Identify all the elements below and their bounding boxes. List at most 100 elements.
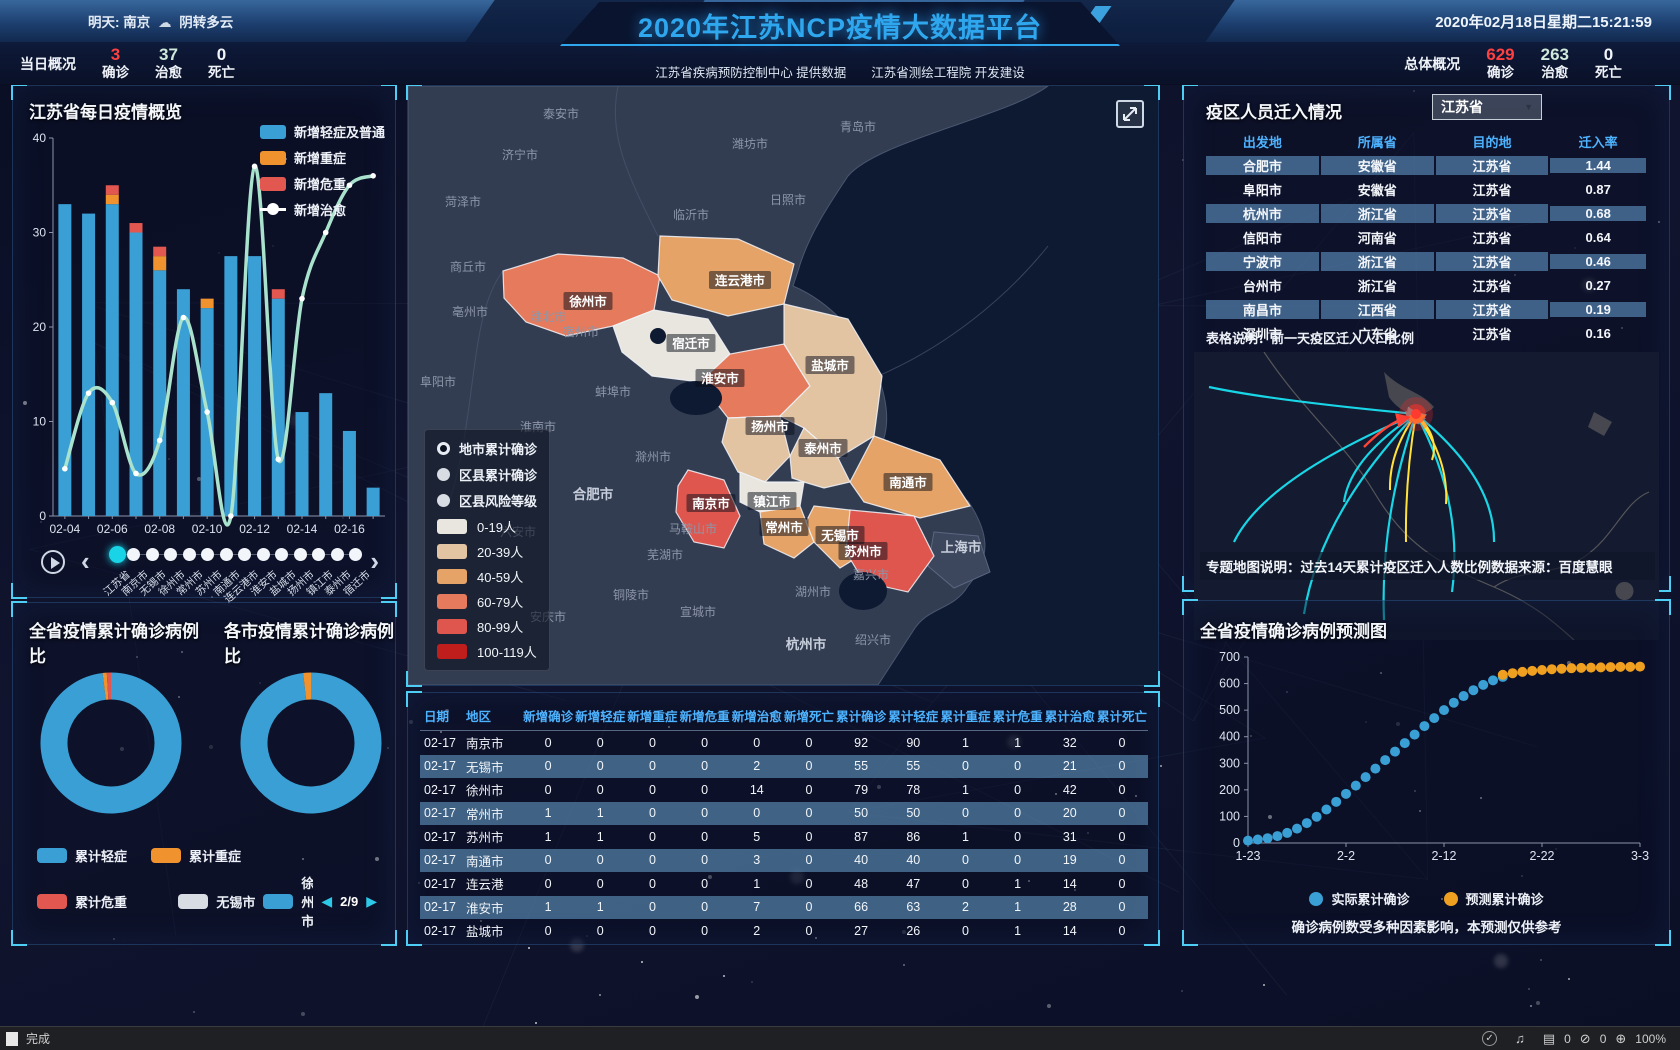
- table-row[interactable]: 02-17 常州市 1 1 0 0 0 0 50 50 0 0 20 0: [420, 801, 1148, 825]
- line-point[interactable]: [156, 437, 163, 444]
- prediction-point[interactable]: [1615, 661, 1626, 672]
- column-header[interactable]: 目的地: [1472, 135, 1512, 150]
- scrub-dot-南京市[interactable]: [127, 548, 141, 561]
- prediction-point[interactable]: [1321, 804, 1332, 815]
- column-header[interactable]: 新增轻症: [575, 710, 626, 724]
- bar-segment[interactable]: [319, 393, 333, 516]
- page-prev-icon[interactable]: ◀: [321, 893, 333, 909]
- prediction-point[interactable]: [1537, 665, 1547, 676]
- prediction-point[interactable]: [1595, 662, 1606, 673]
- map-city-label[interactable]: 常州市: [765, 520, 803, 535]
- prediction-point[interactable]: [1458, 691, 1469, 702]
- column-header[interactable]: 所属省: [1357, 135, 1397, 150]
- column-header[interactable]: 新增治愈: [731, 710, 782, 724]
- map-legend-radio-地市累计确诊[interactable]: 地市累计确诊: [437, 439, 537, 458]
- bar-segment[interactable]: [153, 256, 167, 271]
- prediction-point[interactable]: [1282, 827, 1293, 838]
- line-point[interactable]: [322, 229, 329, 236]
- migration-row[interactable]: 杭州市 浙江省 江苏省 0.68: [1206, 202, 1646, 225]
- scrub-dot-淮安市[interactable]: [256, 548, 270, 561]
- signal-icon[interactable]: ⊘: [1579, 1030, 1591, 1046]
- prediction-point[interactable]: [1586, 662, 1596, 673]
- bar-segment[interactable]: [366, 487, 380, 516]
- prediction-point[interactable]: [1390, 746, 1400, 757]
- bar-segment[interactable]: [129, 232, 143, 517]
- line-point[interactable]: [180, 314, 187, 321]
- table-row[interactable]: 02-17 连云港 0 0 0 0 1 0 48 47 0 1 14 0: [420, 872, 1148, 896]
- scrub-dot-无锡市[interactable]: [145, 548, 159, 561]
- bar-segment[interactable]: [295, 412, 309, 516]
- map-legend-radio-区县风险等级[interactable]: 区县风险等级: [437, 491, 537, 510]
- donut-slice[interactable]: [240, 672, 382, 814]
- scrub-dot-盐城市[interactable]: [275, 548, 289, 561]
- expand-icon[interactable]: [1116, 100, 1144, 128]
- column-header[interactable]: 累计危重: [992, 710, 1043, 724]
- prediction-point[interactable]: [1497, 669, 1508, 680]
- scrub-dot-苏州市[interactable]: [201, 548, 215, 561]
- migration-row[interactable]: 信阳市 河南省 江苏省 0.64: [1206, 226, 1646, 249]
- prediction-point[interactable]: [1409, 729, 1420, 740]
- column-header[interactable]: 迁入率: [1578, 135, 1618, 150]
- map-city-label[interactable]: 泰州市: [803, 441, 842, 456]
- prediction-point[interactable]: [1419, 721, 1430, 732]
- bar-segment[interactable]: [342, 430, 356, 516]
- column-header[interactable]: 累计重症: [940, 710, 991, 724]
- prediction-point[interactable]: [1301, 818, 1312, 829]
- table-row[interactable]: 02-17 南通市 0 0 0 0 3 0 40 40 0 0 19 0: [420, 848, 1148, 872]
- prediction-point[interactable]: [1331, 796, 1342, 807]
- prediction-point[interactable]: [1292, 823, 1302, 834]
- column-header[interactable]: 新增确诊: [523, 710, 574, 724]
- bar-segment[interactable]: [176, 289, 190, 516]
- column-header[interactable]: 累计死亡: [1096, 710, 1147, 724]
- province-select[interactable]: 江苏省 ▼: [1432, 94, 1542, 120]
- line-point[interactable]: [370, 173, 376, 179]
- migration-row[interactable]: 台州市 浙江省 江苏省 0.27: [1206, 274, 1646, 297]
- prediction-point[interactable]: [1439, 705, 1449, 716]
- table-row[interactable]: 02-17 南京市 0 0 0 0 0 0 92 90 1 1 32 0: [420, 731, 1148, 755]
- line-point[interactable]: [62, 465, 68, 472]
- prediction-point[interactable]: [1635, 661, 1645, 672]
- column-header[interactable]: 出发地: [1242, 135, 1282, 150]
- scrub-prev-icon[interactable]: ‹: [81, 546, 90, 576]
- prediction-point[interactable]: [1370, 763, 1381, 774]
- table-row[interactable]: 02-17 苏州市 1 1 0 0 5 0 87 86 1 0 31 0: [420, 825, 1148, 849]
- bar-segment[interactable]: [153, 246, 167, 257]
- prediction-point[interactable]: [1399, 738, 1410, 749]
- line-point[interactable]: [109, 399, 116, 406]
- prediction-point[interactable]: [1556, 663, 1567, 674]
- prediction-point[interactable]: [1478, 679, 1489, 690]
- line-point[interactable]: [275, 456, 282, 463]
- line-point[interactable]: [204, 409, 210, 415]
- line-point[interactable]: [228, 513, 234, 519]
- prediction-point[interactable]: [1468, 685, 1479, 696]
- prediction-point[interactable]: [1341, 788, 1351, 799]
- zoom-icon[interactable]: ⊕: [1615, 1030, 1627, 1046]
- map-city-label[interactable]: 南京市: [692, 496, 730, 511]
- map-city-label[interactable]: 宿迁市: [672, 336, 710, 351]
- map-city-label[interactable]: 南通市: [889, 475, 927, 490]
- prediction-point[interactable]: [1311, 811, 1322, 822]
- map-city-label[interactable]: 苏州市: [844, 544, 882, 559]
- column-header[interactable]: 地区: [466, 710, 492, 724]
- bar-segment[interactable]: [271, 289, 285, 299]
- prediction-point[interactable]: [1272, 831, 1283, 842]
- scrub-dot-常州市[interactable]: [182, 548, 196, 561]
- page-next-icon[interactable]: ▶: [366, 893, 377, 909]
- radio-icon[interactable]: [437, 468, 450, 481]
- prediction-point[interactable]: [1243, 835, 1253, 846]
- bar-segment[interactable]: [129, 223, 143, 233]
- column-header[interactable]: 新增死亡: [783, 710, 834, 724]
- bar-segment[interactable]: [200, 298, 214, 309]
- scrub-dot-连云港市[interactable]: [238, 548, 252, 561]
- sound-icon[interactable]: ♫: [1515, 1031, 1525, 1046]
- migration-row[interactable]: 阜阳市 安徽省 江苏省 0.87: [1206, 178, 1646, 201]
- radio-selected-icon[interactable]: [437, 442, 450, 455]
- prediction-point[interactable]: [1625, 661, 1636, 672]
- daily-legend-item[interactable]: 新增危重: [259, 174, 385, 193]
- daily-legend-item[interactable]: 新增重症: [259, 148, 385, 167]
- scrub-dot-泰州市[interactable]: [330, 548, 344, 561]
- map-city-label[interactable]: 无锡市: [820, 528, 859, 543]
- scrub-dot-镇江市[interactable]: [312, 548, 326, 561]
- prediction-point[interactable]: [1517, 666, 1528, 677]
- line-point[interactable]: [299, 295, 305, 302]
